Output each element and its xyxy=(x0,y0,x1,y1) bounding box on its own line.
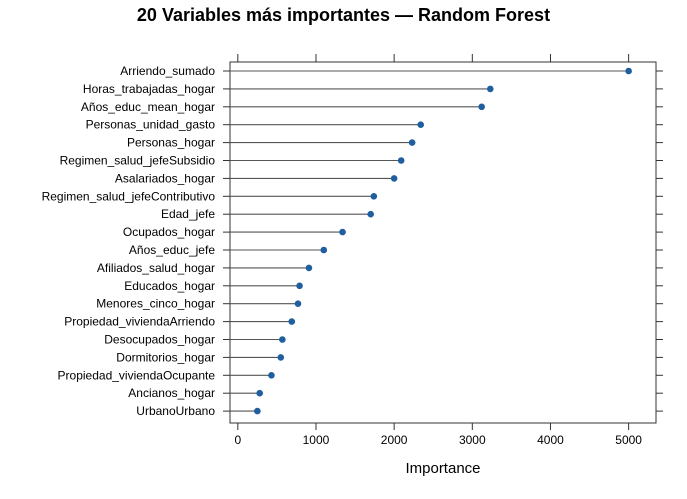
category-label: Horas_trabajadas_hogar xyxy=(83,82,215,96)
importance-point xyxy=(268,372,275,379)
category-label: Propiedad_viviendaArriendo xyxy=(64,315,215,329)
category-label: Regimen_salud_jefeContributivo xyxy=(42,189,216,203)
importance-point xyxy=(339,228,346,236)
category-label: Afiliados_salud_hogar xyxy=(97,261,215,275)
x-axis-ticks: 0 1000 2000 3000 4000 5000 xyxy=(234,54,642,447)
importance-point xyxy=(486,85,494,93)
category-label: Desocupados_hogar xyxy=(104,333,215,347)
category-label: Personas_hogar xyxy=(127,136,215,150)
x-tick-label: 4000 xyxy=(537,433,564,447)
plot-frame xyxy=(229,61,657,424)
importance-point xyxy=(390,175,398,182)
importance-point xyxy=(417,121,425,128)
x-tick-label: 0 xyxy=(234,433,241,447)
x-tick-label: 2000 xyxy=(381,433,408,447)
importance-point xyxy=(254,407,261,415)
importance-point xyxy=(279,336,286,343)
x-tick-label: 1000 xyxy=(303,433,330,447)
category-label: Menores_cinco_hogar xyxy=(96,297,215,311)
importance-point xyxy=(294,300,302,308)
importance-point xyxy=(305,264,313,272)
category-label: Años_educ_jefe xyxy=(129,243,215,257)
importance-point xyxy=(288,318,296,325)
importance-point xyxy=(367,210,374,218)
importance-point xyxy=(320,246,328,254)
importance-point xyxy=(625,67,632,75)
importance-point xyxy=(408,139,416,146)
category-label: Dormitorios_hogar xyxy=(116,350,215,364)
category-label: Arriendo_sumado xyxy=(120,64,215,78)
category-label: Asalariados_hogar xyxy=(115,171,215,185)
category-label: Propiedad_viviendaOcupante xyxy=(58,368,216,382)
category-label: Personas_unidad_gasto xyxy=(86,118,216,132)
chart-title: 20 Variables más importantes — Random Fo… xyxy=(136,5,551,25)
category-label: UrbanoUrbano xyxy=(136,404,215,418)
category-label: Edad_jefe xyxy=(161,207,215,221)
importance-point xyxy=(478,103,485,111)
importance-point xyxy=(397,157,405,164)
category-label: Regimen_salud_jefeSubsidio xyxy=(60,154,216,168)
category-label: Educados_hogar xyxy=(124,279,215,293)
importance-point xyxy=(296,282,303,290)
importance-point xyxy=(370,193,378,200)
importance-point xyxy=(277,354,285,361)
data-rows: Arriendo_sumado Horas_trabajadas_hogar Año… xyxy=(42,64,663,418)
category-label: Ancianos_hogar xyxy=(128,386,215,400)
importance-point xyxy=(256,389,264,397)
x-tick-label: 3000 xyxy=(459,433,486,447)
x-axis-label: Importance xyxy=(405,460,481,477)
x-tick-label: 5000 xyxy=(615,433,642,447)
category-label: Años_educ_mean_hogar xyxy=(81,100,215,114)
category-label: Ocupados_hogar xyxy=(123,225,215,239)
